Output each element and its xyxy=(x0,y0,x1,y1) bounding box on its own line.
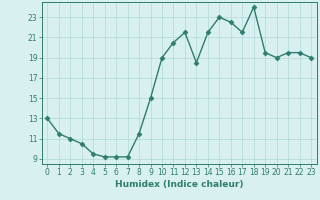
X-axis label: Humidex (Indice chaleur): Humidex (Indice chaleur) xyxy=(115,180,244,189)
